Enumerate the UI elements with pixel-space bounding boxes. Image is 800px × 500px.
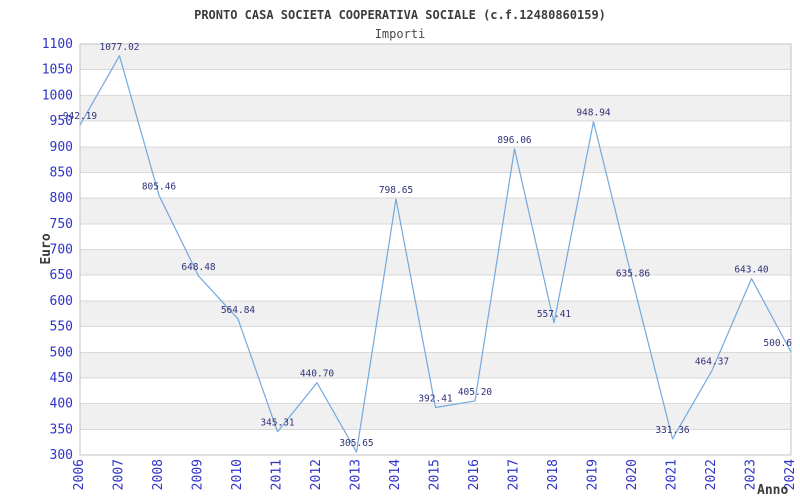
data-point-label: 643.40: [734, 265, 769, 276]
y-tick-label: 350: [50, 422, 73, 437]
x-tick-label: 2023: [744, 459, 759, 490]
x-axis-tick-labels: 2006 2007 2008 2009 2010 2011 2012 2013 2014 2015…: [72, 459, 798, 490]
data-point-label: 440.70: [300, 369, 335, 380]
x-tick-label: 2013: [349, 459, 364, 490]
y-tick-label: 650: [50, 268, 73, 283]
plot-band: [80, 352, 791, 378]
data-point-label: 798.65: [379, 185, 413, 196]
y-tick-label: 1050: [42, 63, 73, 78]
x-tick-label: 2021: [665, 459, 680, 490]
y-tick-label: 700: [50, 243, 73, 258]
x-tick-label: 2007: [112, 459, 127, 490]
data-point-label: 305.65: [339, 438, 373, 449]
data-point-label: 331.36: [655, 425, 690, 436]
data-point-label: 648.48: [181, 262, 216, 273]
plot-band: [80, 300, 791, 327]
y-tick-label: 300: [50, 448, 73, 463]
y-tick-label: 500: [50, 345, 73, 360]
x-tick-label: 2006: [72, 459, 87, 490]
x-tick-label: 2009: [191, 459, 206, 490]
x-tick-label: 2008: [151, 459, 166, 490]
y-tick-label: 1100: [42, 37, 73, 52]
data-point-label: 464.37: [695, 357, 729, 368]
x-tick-label: 2014: [388, 459, 403, 490]
y-tick-label: 1000: [42, 88, 73, 103]
x-tick-label: 2012: [309, 459, 324, 490]
y-tick-label: 800: [50, 191, 73, 206]
chart-title: PRONTO CASA SOCIETA COOPERATIVA SOCIALE …: [194, 8, 606, 22]
data-point-label: 805.46: [142, 181, 177, 192]
data-point-label: 392.41: [418, 394, 453, 405]
series-polyline: [79, 55, 792, 453]
x-tick-label: 2015: [428, 459, 443, 490]
x-tick-label: 2018: [546, 459, 561, 490]
y-tick-label: 850: [50, 165, 73, 180]
data-series-line: [79, 55, 792, 453]
plot-band: [80, 44, 791, 70]
y-tick-label: 600: [50, 294, 73, 309]
data-point-label: 942.19: [63, 111, 98, 122]
plot-border: [79, 43, 792, 456]
x-tick-label: 2011: [270, 459, 285, 490]
y-tick-label: 450: [50, 371, 73, 386]
data-point-label: 405.20: [458, 387, 493, 398]
y-tick-label: 550: [50, 320, 73, 335]
chart-subtitle: Importi: [375, 27, 426, 41]
x-tick-label: 2024: [783, 459, 798, 490]
data-point-labels: 942.19 1077.02 805.46 648.48 564.84 345.31 440…: [63, 42, 792, 449]
plot-band: [80, 249, 791, 276]
data-point-label: 345.31: [260, 418, 295, 429]
y-axis-tick-labels: 300 350 400 450 500 550 600 650 700 750 800 850 900 9…: [42, 37, 73, 463]
data-point-label: 1077.02: [99, 42, 139, 53]
x-tick-label: 2017: [507, 459, 522, 490]
x-tick-label: 2019: [586, 459, 601, 490]
data-point-label: 564.84: [221, 305, 256, 316]
x-tick-label: 2020: [625, 459, 640, 490]
plot-band: [80, 146, 791, 173]
data-point-label: 500.6: [763, 338, 792, 349]
y-axis-title: Euro: [39, 233, 54, 264]
y-tick-label: 400: [50, 397, 73, 412]
y-tick-label: 750: [50, 217, 73, 232]
plot-band: [80, 198, 791, 224]
data-point-label: 635.86: [616, 268, 651, 279]
x-tick-label: 2010: [230, 459, 245, 490]
plot-band: [80, 95, 791, 122]
plot-bands: [80, 44, 791, 430]
data-point-label: 948.94: [576, 108, 611, 119]
data-point-label: 557.41: [537, 309, 572, 320]
x-axis-title: Anno: [757, 483, 788, 498]
x-tick-label: 2022: [704, 459, 719, 490]
data-point-label: 896.06: [497, 135, 532, 146]
y-tick-label: 900: [50, 140, 73, 155]
y-tick-label: 950: [50, 114, 73, 129]
x-tick-label: 2016: [467, 459, 482, 490]
